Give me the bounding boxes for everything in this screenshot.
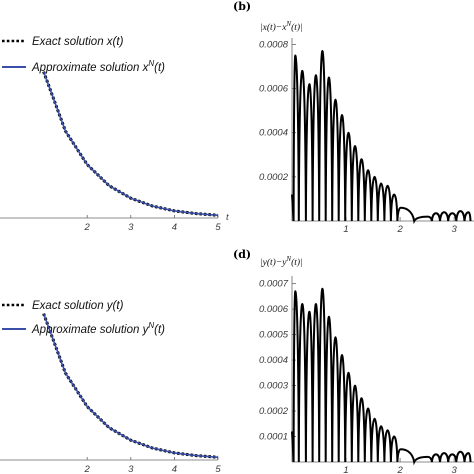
- y-tick-label: 0.0002: [259, 172, 289, 183]
- y-tick-label: 0.0004: [259, 128, 288, 139]
- y-tick-label: 0.0006: [259, 304, 289, 315]
- x-tick-label: 3: [128, 464, 134, 474]
- exact-solution-line: [42, 71, 219, 217]
- legend-exact-label: Exact solution x(t): [32, 36, 124, 48]
- y-tick-label: 0.0004: [259, 355, 288, 366]
- x-tick-label: 5: [215, 222, 221, 233]
- x-tick-label: 1: [343, 465, 348, 474]
- y-axis-label-b: |x(t)−xN(t)|: [260, 20, 303, 33]
- x-tick-label: 4: [172, 464, 177, 474]
- x-tick-label: 4: [172, 222, 177, 233]
- y-axis-label-d: |y(t)−yN(t)|: [260, 255, 303, 268]
- error-curve-b: [291, 49, 472, 225]
- x-tick-label: 1: [343, 224, 348, 235]
- legend-exact-label-c: Exact solution y(t): [32, 300, 124, 312]
- y-tick-label: 0.0003: [259, 381, 289, 392]
- x-tick-label: 3: [451, 465, 457, 474]
- legend-approx-label: Approximate solution xN(t): [31, 59, 165, 74]
- error-curve-d: [291, 287, 472, 466]
- y-tick-label: 0.0006: [259, 84, 289, 95]
- y-tick-label: 0.0007: [259, 279, 289, 290]
- legend-approx-label-c: Approximate solution yN(t): [31, 321, 165, 336]
- x-axis-label-a: t: [226, 212, 229, 223]
- x-tick-label: 2: [396, 224, 403, 235]
- panel-a: Exact solution x(t) Approximate solution…: [0, 36, 229, 233]
- y-tick-label: 0.0005: [259, 330, 289, 341]
- x-tick-label: 5: [215, 464, 221, 474]
- x-tick-label: 2: [84, 222, 91, 233]
- x-tick-label: 3: [451, 224, 457, 235]
- panel-label-d: (d): [233, 248, 251, 261]
- x-tick-label: 2: [84, 464, 91, 474]
- y-tick-label: 0.0001: [259, 432, 288, 443]
- y-tick-label: 0.0002: [259, 406, 289, 417]
- approx-solution-line: [42, 313, 219, 459]
- panel-label-b: (b): [233, 0, 251, 13]
- panel-d: (d) |y(t)−yN(t)| 0.0001 0.0002 0.0003 0.000…: [233, 248, 474, 474]
- approx-solution-line: [42, 71, 219, 217]
- x-tick-label: 3: [128, 222, 134, 233]
- y-tick-label: 0.0008: [259, 39, 289, 50]
- x-tick-label: 2: [396, 465, 403, 474]
- panel-b: (b) |x(t)−xN(t)| 0.0002 0.0004 0.0006 0.000…: [233, 0, 474, 235]
- panel-c: Exact solution y(t) Approximate solution…: [0, 300, 221, 474]
